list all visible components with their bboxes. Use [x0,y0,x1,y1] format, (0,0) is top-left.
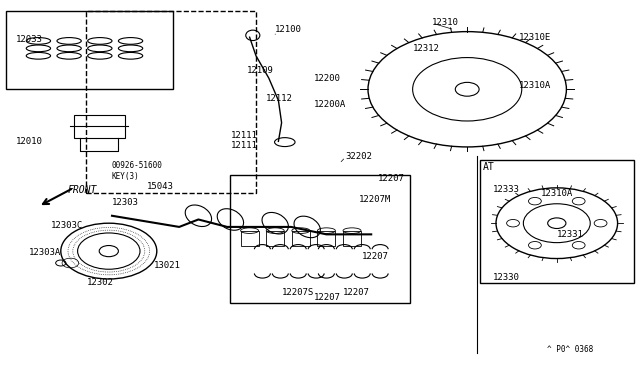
Text: 00926-51600
KEY(3): 00926-51600 KEY(3) [112,161,163,181]
Text: 12310A: 12310A [518,81,550,90]
Text: 12310: 12310 [432,18,459,27]
Text: 12330: 12330 [493,273,520,282]
Text: 12112: 12112 [266,94,292,103]
Text: 12207: 12207 [362,252,388,261]
Text: 12100: 12100 [275,25,302,34]
Text: 12303A: 12303A [29,248,61,257]
Text: FRONT: FRONT [67,185,97,195]
Text: 12111: 12111 [230,141,257,150]
Text: AT: AT [483,163,495,172]
Bar [317,231,335,246]
Bar [343,231,361,246]
Text: 12207S: 12207S [282,288,314,296]
Text: 12207: 12207 [342,288,369,296]
Text: 15043: 15043 [147,182,174,190]
Text: 13021: 13021 [154,262,180,270]
Text: 12310E: 12310E [518,33,550,42]
Bar [292,231,310,246]
Bar [266,231,284,246]
Text: 12312: 12312 [413,44,440,53]
Text: 12109: 12109 [246,66,273,75]
Bar [230,175,410,303]
Bar [6,11,173,89]
Text: 12111: 12111 [230,131,257,140]
Bar [86,11,256,193]
Text: 12302: 12302 [86,278,113,287]
Bar [241,231,259,246]
Text: 32202: 32202 [346,152,372,161]
Text: 12303C: 12303C [51,221,83,230]
Text: 12010: 12010 [16,137,43,146]
Text: 12310A: 12310A [541,189,573,198]
Text: 12207: 12207 [314,293,340,302]
Text: 12333: 12333 [493,185,520,194]
Text: 12200: 12200 [314,74,340,83]
Bar [74,115,125,138]
Text: 12331: 12331 [557,230,584,239]
Text: 12303: 12303 [112,198,139,207]
Text: ^ P0^ 0368: ^ P0^ 0368 [547,345,593,354]
Bar [480,160,634,283]
Text: 12200A: 12200A [314,100,346,109]
Text: 12033: 12033 [16,35,43,44]
Text: 12207: 12207 [378,174,404,183]
Text: 12207M: 12207M [358,195,390,203]
